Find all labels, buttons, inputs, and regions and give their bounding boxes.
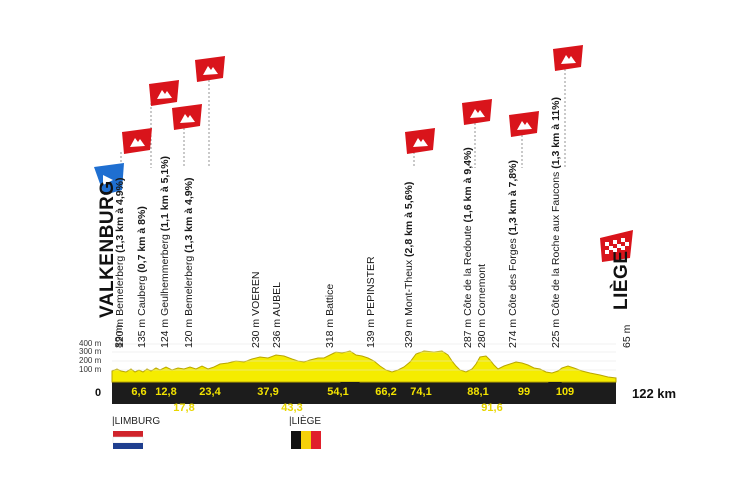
waypoint-label: 236 m AUBEL xyxy=(271,282,283,348)
km-marker: 74,1 xyxy=(410,386,432,398)
axis-tick: 400 m xyxy=(79,339,102,348)
climb-flag-icon xyxy=(405,128,435,154)
climb-flag-icon xyxy=(553,45,583,71)
axis-tick: 100 m xyxy=(79,365,102,374)
axis-tick: 300 m xyxy=(79,347,102,356)
profile-area xyxy=(111,350,617,383)
start-km: 0 xyxy=(95,387,102,399)
finish-altitude: 65 m xyxy=(621,324,633,348)
waypoint-label: 139 m PEPINSTER xyxy=(365,256,377,348)
climb-label: 287 m Côte de la Redoute (1,6 km à 9,4%) xyxy=(462,147,474,348)
km-marker: 99 xyxy=(517,386,531,398)
climb-label: 225 m Côte de la Roche aux Faucons (1,3 … xyxy=(550,97,562,348)
waypoint-label: 280 m Cornemont xyxy=(476,263,488,348)
netherlands-flag-icon xyxy=(112,431,144,449)
km-marker: 66,2 xyxy=(375,386,397,398)
climb-flag-icon xyxy=(195,56,225,82)
finish-km: 122 km xyxy=(632,386,677,401)
km-marker: 6,6 xyxy=(131,386,147,398)
start-flag-icon xyxy=(94,163,124,195)
climb-flags xyxy=(122,45,583,154)
climb-flag-icon xyxy=(462,99,492,125)
climb-flag-icon xyxy=(172,104,202,130)
waypoint-label: 318 m Battice xyxy=(324,283,336,348)
km-marker: 43,3 xyxy=(281,402,303,414)
km-marker: 88,1 xyxy=(467,386,489,398)
region-label-liege: |LIÈGE xyxy=(289,416,322,427)
km-marker: 17,8 xyxy=(173,402,195,414)
climb-label: 274 m Côte des Forges (1,3 km à 7,8%) xyxy=(507,160,519,348)
km-marker: 37,9 xyxy=(257,386,279,398)
climb-label: 120 m Bemelerberg (1,3 km à 4,9%) xyxy=(183,177,195,348)
grid-lines xyxy=(112,343,616,371)
climb-label: 135 m Cauberg (0,7 km à 8%) xyxy=(136,206,148,348)
finish-flag-icon xyxy=(600,230,633,262)
finish-city: LIÈGE xyxy=(611,250,632,310)
km-marker: 54,1 xyxy=(327,386,349,398)
region-label-limburg: |LIMBURG xyxy=(112,416,161,427)
climb-flag-icon xyxy=(122,128,152,154)
climb-flag-icon xyxy=(149,80,179,106)
km-marker: 109 xyxy=(555,386,575,398)
climb-label: 124 m Geulhemmerberg (1,1 km à 5,1%) xyxy=(159,155,171,348)
climb-label: 120 m Bemelerberg (1,3 km à 4,9%) xyxy=(114,177,126,348)
km-marker: 12,8 xyxy=(155,386,177,398)
waypoint-label: 230 m VOEREN xyxy=(250,271,262,348)
km-marker: 23,4 xyxy=(199,386,221,398)
base-bar xyxy=(112,382,616,404)
climb-flag-icon xyxy=(509,111,539,137)
belgium-flag-icon xyxy=(291,431,321,449)
axis-tick: 200 m xyxy=(79,356,102,365)
km-marker: 91,6 xyxy=(481,402,503,414)
climb-label: 329 m Mont-Theux (2,8 km à 5,6%) xyxy=(403,181,415,348)
